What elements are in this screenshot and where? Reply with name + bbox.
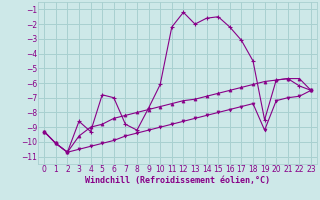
X-axis label: Windchill (Refroidissement éolien,°C): Windchill (Refroidissement éolien,°C)	[85, 176, 270, 185]
